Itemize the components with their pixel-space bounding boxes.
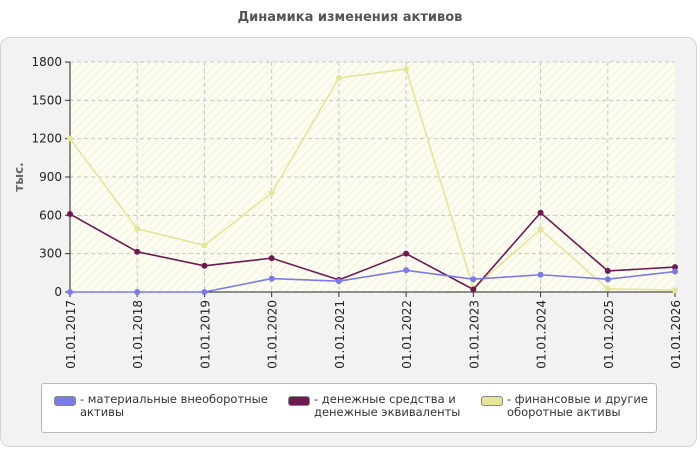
x-tick-label: 01.01.2020 bbox=[266, 300, 280, 369]
data-point bbox=[604, 285, 611, 292]
x-tick-labels: 01.01.2017 01.01.2018 01.01.2019 01.01.2020… bbox=[64, 300, 683, 369]
x-tick-label: 01.01.2022 bbox=[400, 300, 414, 369]
data-point bbox=[67, 289, 73, 295]
y-tick-label: 0 bbox=[54, 285, 62, 299]
data-point bbox=[672, 264, 678, 271]
data-point bbox=[537, 209, 544, 216]
data-point bbox=[604, 276, 611, 283]
x-tick-label: 01.01.2023 bbox=[467, 300, 481, 369]
data-point bbox=[201, 262, 208, 269]
x-tick-label: 01.01.2019 bbox=[198, 300, 212, 369]
legend-label: - финансовые и другие оборотные активы bbox=[507, 392, 648, 419]
series-line bbox=[69, 211, 676, 291]
x-tick-label: 01.01.2025 bbox=[602, 300, 616, 369]
chart-title: Динамика изменения активов bbox=[237, 10, 463, 25]
legend-swatch bbox=[288, 396, 310, 406]
data-point bbox=[672, 268, 678, 275]
y-tick-label: 900 bbox=[39, 170, 62, 184]
data-point bbox=[470, 276, 477, 283]
grid-lines bbox=[70, 61, 675, 292]
data-point bbox=[604, 267, 611, 274]
legend-item-financial-assets: - финансовые и другие оборотные активы bbox=[481, 393, 648, 419]
y-tick-label: 600 bbox=[39, 208, 62, 222]
data-point bbox=[134, 248, 141, 255]
y-tick-labels: 0 300 600 900 1200 1500 1800 bbox=[31, 55, 62, 299]
series-lines bbox=[67, 66, 678, 295]
x-tick-label: 01.01.2017 bbox=[64, 300, 78, 369]
legend-label: - материальные внеоборотные активы bbox=[80, 392, 268, 419]
data-point bbox=[470, 286, 477, 293]
data-point bbox=[67, 135, 73, 142]
data-point bbox=[335, 74, 342, 81]
data-point bbox=[537, 226, 544, 233]
data-point bbox=[268, 255, 275, 262]
data-point bbox=[67, 211, 73, 218]
y-tick-label: 1500 bbox=[31, 93, 62, 107]
legend-swatch bbox=[481, 396, 503, 406]
y-tick-label: 1800 bbox=[31, 55, 62, 69]
data-point bbox=[268, 189, 275, 196]
data-point bbox=[134, 289, 141, 295]
legend-item-cash: - денежные средства и денежные эквивалент… bbox=[288, 393, 460, 419]
y-tick-label: 1200 bbox=[31, 132, 62, 146]
x-tick-label: 01.01.2018 bbox=[131, 300, 145, 369]
x-tick-label: 01.01.2024 bbox=[535, 300, 549, 369]
y-tick-label: 300 bbox=[39, 247, 62, 261]
data-point bbox=[403, 267, 410, 274]
x-tick-label: 01.01.2026 bbox=[669, 300, 683, 369]
series-line bbox=[70, 269, 676, 293]
data-point bbox=[134, 225, 141, 232]
data-point bbox=[201, 242, 208, 249]
series-2 bbox=[67, 66, 678, 294]
series-1 bbox=[67, 209, 678, 293]
legend-item-tangible-assets: - материальные внеоборотные активы bbox=[54, 393, 268, 419]
data-point bbox=[268, 275, 275, 282]
series-0 bbox=[67, 267, 678, 295]
legend-swatch bbox=[54, 396, 76, 406]
data-point bbox=[201, 289, 208, 295]
data-point bbox=[672, 287, 678, 294]
y-axis-label: тыс. bbox=[12, 162, 26, 191]
x-tick-label: 01.01.2021 bbox=[333, 300, 347, 369]
data-point bbox=[403, 66, 410, 73]
legend-label: - денежные средства и денежные эквивалент… bbox=[314, 392, 461, 419]
series-line bbox=[69, 68, 676, 291]
data-point bbox=[335, 278, 342, 285]
data-point bbox=[403, 250, 410, 257]
legend: - материальные внеоборотные активы - дене… bbox=[41, 383, 657, 433]
data-point bbox=[537, 271, 544, 278]
